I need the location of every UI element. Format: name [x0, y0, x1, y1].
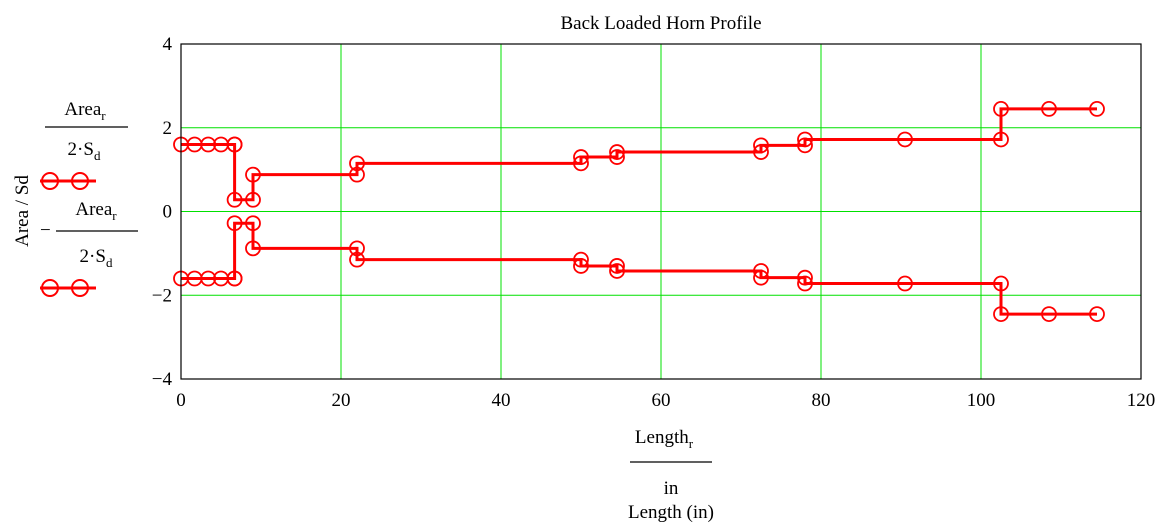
series-1-point-16 [753, 137, 769, 154]
series-2-point-11 [573, 251, 589, 268]
series-1-point-17 [797, 137, 813, 154]
legend-entry-1: Arear 2·Sd [40, 99, 128, 190]
legend-2-denominator: 2·S [80, 246, 106, 267]
y-tick-label-4: 4 [163, 34, 173, 55]
series-1-point-15 [753, 144, 769, 160]
x-tick-label-5: 100 [967, 390, 996, 411]
series-1-point-12 [573, 149, 589, 165]
series-1-point-2 [200, 136, 217, 153]
x-tick-labels: 0 20 40 60 80 100 120 [176, 390, 1155, 411]
x-expr-denominator: in [664, 478, 679, 499]
series-1-point-22 [1041, 101, 1057, 117]
series-1-point-9 [349, 166, 365, 183]
y-tick-label-3: 2 [163, 118, 173, 139]
series-2-point-7 [245, 215, 261, 232]
legend-2-numerator-sub: r [112, 208, 117, 223]
series-2-point-23 [1089, 306, 1105, 322]
series-1-point-13 [609, 149, 625, 165]
x-tick-label-4: 80 [812, 390, 831, 411]
series-2-point-15 [753, 263, 769, 279]
series-1-point-20 [993, 131, 1009, 148]
svg-text:Arear: Arear [75, 199, 117, 223]
x-expr-numerator: Length [635, 427, 689, 448]
series-1-point-14 [609, 144, 625, 160]
series-1-point-19 [897, 131, 913, 148]
series-layer [173, 101, 1105, 322]
x-expression: Lengthr in [630, 427, 712, 499]
series-1-point-7 [245, 191, 261, 208]
plot-frame [180, 43, 1142, 380]
series-1-point-10 [349, 155, 365, 172]
x-tick-label-6: 120 [1127, 390, 1156, 411]
series-1-point-18 [797, 131, 813, 148]
series-1-point-6 [226, 191, 243, 208]
x-tick-label-0: 0 [176, 390, 186, 411]
series-2-point-21 [993, 306, 1009, 322]
x-tick-label-1: 20 [332, 390, 351, 411]
series-1-point-11 [573, 155, 589, 172]
series-2-point-9 [349, 240, 365, 257]
legend-1-swatch [40, 172, 96, 190]
x-axis-label: Length (in) [628, 502, 714, 523]
series-2-point-16 [753, 269, 769, 286]
legend-2-sign: − [40, 220, 51, 241]
series-2-point-10 [349, 251, 365, 268]
legend-1-numerator-sub: r [101, 108, 106, 123]
legend-1-denominator-sub: d [94, 148, 101, 163]
y-tick-labels: −4 −2 0 2 4 [152, 34, 173, 390]
series-2-point-2 [200, 270, 217, 287]
series-2-point-22 [1041, 306, 1057, 322]
series-2-point-17 [797, 269, 813, 286]
svg-text:Lengthr: Lengthr [635, 427, 694, 451]
svg-text:2·Sd: 2·Sd [68, 139, 101, 163]
series-1-point-5 [226, 136, 243, 153]
series-2-point-18 [797, 275, 813, 292]
chart-title: Back Loaded Horn Profile [560, 13, 761, 34]
y-tick-label-0: −4 [152, 369, 173, 390]
series-2-line [181, 221, 1097, 316]
legend-entry-2: − Arear 2·Sd [40, 199, 138, 297]
y-tick-label-1: −2 [152, 285, 172, 306]
series-2-point-20 [993, 275, 1009, 292]
series-1-point-21 [993, 101, 1009, 117]
grid [181, 44, 1141, 379]
series-1-point-23 [1089, 101, 1105, 117]
series-2-point-8 [245, 240, 261, 257]
x-expr-numerator-sub: r [689, 436, 694, 451]
legend-2-denominator-sub: d [106, 255, 113, 270]
series-2-point-14 [609, 263, 625, 279]
series-2-point-13 [609, 258, 625, 274]
svg-text:2·Sd: 2·Sd [80, 246, 113, 270]
legend-2-numerator: Area [75, 199, 112, 220]
series-2-point-6 [226, 215, 243, 232]
x-tick-label-3: 60 [652, 390, 671, 411]
y-axis-label: Area / Sd [12, 175, 33, 247]
series-2-point-5 [226, 270, 243, 287]
legend-1-denominator: 2·S [68, 139, 94, 160]
x-tick-label-2: 40 [492, 390, 511, 411]
svg-text:Arear: Arear [64, 99, 106, 123]
series-2-point-12 [573, 258, 589, 274]
series-1-line [181, 107, 1097, 202]
series-2-point-19 [897, 275, 913, 292]
legend-2-swatch [40, 279, 96, 297]
legend-1-numerator: Area [64, 99, 101, 120]
series-1-point-8 [245, 166, 261, 183]
y-tick-label-2: 0 [163, 202, 173, 223]
